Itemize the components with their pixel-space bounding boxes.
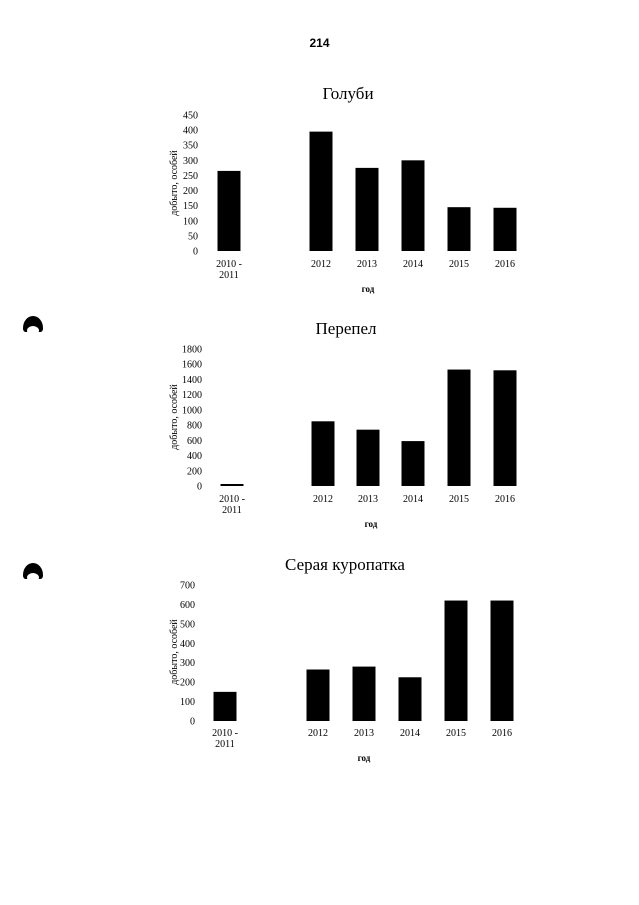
x-tick-label: 2012 (308, 728, 328, 739)
x-tick-label: 2015 (449, 494, 469, 505)
y-tick-label: 300 (183, 156, 198, 167)
x-tick-label: 2013 (354, 728, 374, 739)
y-tick-label: 500 (180, 619, 195, 630)
y-tick-label: 800 (187, 421, 202, 432)
y-tick-label: 450 (183, 111, 198, 122)
x-tick-label: 2014 (400, 728, 420, 739)
bar (398, 677, 422, 721)
y-axis-label: добыто, особей (169, 384, 180, 450)
punch-hole-icon (23, 563, 43, 582)
x-axis-label: год (358, 753, 371, 763)
y-tick-label: 300 (180, 658, 195, 669)
y-tick-label: 250 (183, 171, 198, 182)
y-tick-label: 1400 (182, 375, 202, 386)
chart-grey-partridge: Серая куропатка 0 100 200 300 400 500 600 700 доб… (169, 555, 514, 763)
x-tick-label: 2016 (495, 259, 515, 270)
bar (401, 441, 425, 486)
y-tick-label: 0 (190, 717, 195, 728)
x-tick-label: 2012 (313, 494, 333, 505)
bar (217, 170, 241, 251)
bar (306, 669, 330, 721)
bar (355, 167, 379, 251)
bar (311, 421, 335, 486)
y-tick-label: 50 (188, 231, 198, 242)
x-tick-label: 2016 (492, 728, 512, 739)
x-tick-label: 2012 (311, 259, 331, 270)
chart-pigeons: Голуби 0 50 100 150 200 250 300 350 400 450 добыто,… (169, 84, 517, 294)
chart-quail: Перепел 0 200 400 600 800 1000 1200 1400 1600 1800… (169, 319, 517, 529)
y-axis-label: добыто, особей (169, 150, 180, 216)
chart-title: Перепел (316, 319, 378, 338)
bar (447, 207, 471, 251)
bar (309, 131, 333, 251)
bar (447, 369, 471, 486)
page-number: 214 (309, 36, 330, 50)
y-tick-label: 100 (183, 216, 198, 227)
chart-title: Серая куропатка (285, 555, 405, 574)
x-tick-label: 2010 -2011 (219, 494, 245, 516)
y-tick-label: 1600 (182, 360, 202, 371)
punch-hole-icon (23, 316, 43, 335)
bar (356, 429, 380, 486)
x-axis-label: год (362, 284, 375, 294)
y-tick-label: 700 (180, 581, 195, 592)
x-tick-label: 2014 (403, 494, 423, 505)
bar (352, 666, 376, 721)
chart-title: Голуби (322, 84, 373, 103)
bar (220, 484, 244, 486)
y-tick-label: 350 (183, 141, 198, 152)
y-tick-label: 400 (183, 126, 198, 137)
y-tick-label: 200 (180, 678, 195, 689)
y-tick-label: 600 (180, 600, 195, 611)
y-tick-label: 150 (183, 201, 198, 212)
x-tick-label: 2013 (357, 259, 377, 270)
bar (401, 160, 425, 251)
y-axis-label: добыто, особей (169, 619, 180, 685)
bar (213, 691, 237, 721)
x-tick-label: 2013 (358, 494, 378, 505)
y-tick-label: 0 (197, 482, 202, 493)
y-tick-label: 600 (187, 436, 202, 447)
x-tick-label: 2010 -2011 (216, 259, 242, 281)
y-tick-label: 200 (187, 466, 202, 477)
y-tick-label: 100 (180, 697, 195, 708)
y-tick-label: 1800 (182, 345, 202, 356)
y-tick-label: 0 (193, 247, 198, 258)
x-tick-label: 2015 (449, 259, 469, 270)
x-tick-label: 2016 (495, 494, 515, 505)
x-tick-label: 2010 -2011 (212, 728, 238, 750)
bar (493, 207, 517, 251)
x-tick-label: 2014 (403, 259, 423, 270)
y-tick-label: 200 (183, 186, 198, 197)
bar (490, 600, 514, 721)
bar (444, 600, 468, 721)
y-tick-label: 400 (180, 639, 195, 650)
bar (493, 370, 517, 486)
y-tick-label: 1200 (182, 390, 202, 401)
y-tick-label: 400 (187, 451, 202, 462)
y-tick-label: 1000 (182, 405, 202, 416)
x-tick-label: 2015 (446, 728, 466, 739)
x-axis-label: год (365, 519, 378, 529)
